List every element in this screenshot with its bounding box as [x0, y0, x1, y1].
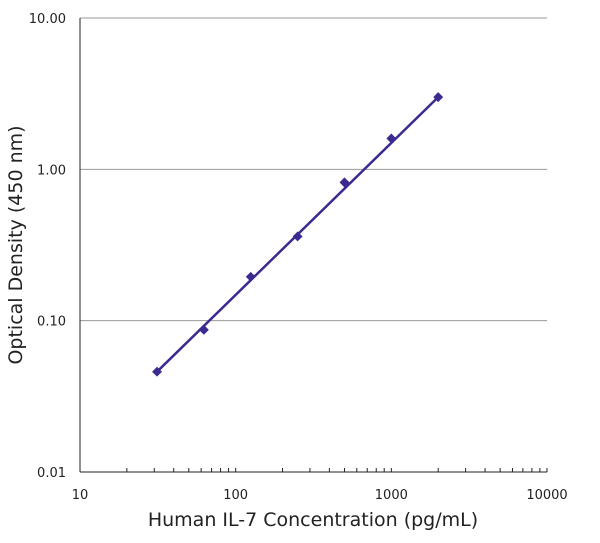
axes [79, 18, 548, 473]
x-axis-label: Human IL-7 Concentration (pg/mL) [148, 509, 478, 531]
y-tick-label: 0.10 [37, 315, 66, 330]
gridlines [80, 17, 547, 322]
x-tick-label: 10 [72, 488, 89, 503]
x-tick-label: 10000 [526, 488, 567, 503]
tick-labels: 0.01 0.10 1.00 10.00 10 100 1000 10000 [29, 12, 568, 503]
y-tick-label: 0.01 [37, 466, 66, 481]
data-point [292, 231, 303, 242]
x-tick-label: 100 [223, 488, 248, 503]
data-point [198, 324, 209, 335]
data-point [245, 271, 256, 282]
x-tick-label: 1000 [375, 488, 408, 503]
y-tick-label: 1.00 [37, 163, 66, 178]
y-axis-label: Optical Density (450 nm) [5, 125, 27, 364]
data-point [386, 133, 397, 144]
data-series [152, 92, 444, 377]
data-point [339, 177, 350, 188]
y-tick-label: 10.00 [29, 12, 66, 27]
data-point [152, 366, 162, 377]
